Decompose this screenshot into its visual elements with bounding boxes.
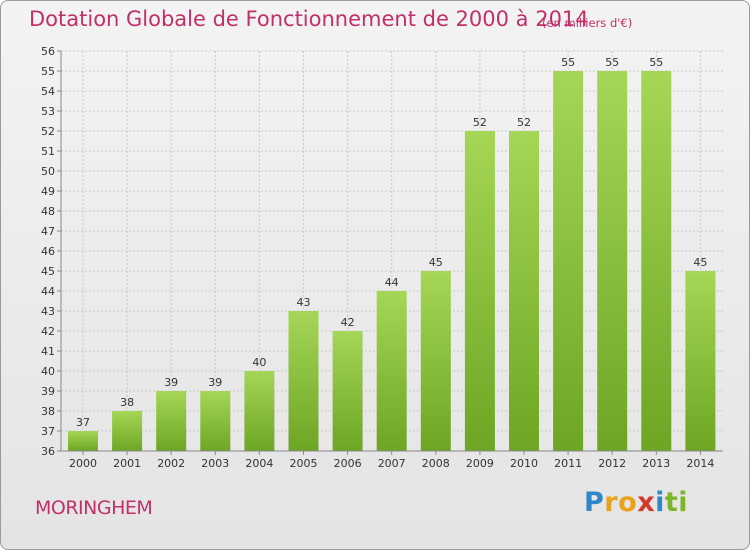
bar-value-label: 52: [517, 116, 531, 129]
y-tick-label: 40: [41, 365, 55, 378]
y-tick-label: 51: [41, 145, 55, 158]
y-tick-label: 38: [41, 405, 55, 418]
bar-value-label: 43: [297, 296, 311, 309]
y-tick-label: 56: [41, 45, 55, 58]
y-tick-label: 37: [41, 425, 55, 438]
bar: [332, 331, 363, 451]
logo-letter: P: [584, 487, 605, 518]
y-tick-label: 46: [41, 245, 55, 258]
bars: 37 38 39 39 40 43 42 44 45 52 52 55 55 55 45: [68, 56, 716, 451]
bar: [200, 391, 231, 451]
bar: [376, 291, 407, 451]
y-tick-label: 39: [41, 385, 55, 398]
x-tick-label: 2007: [378, 457, 406, 470]
chart-title: Dotation Globale de Fonctionnement de 20…: [29, 7, 589, 31]
bar: [685, 271, 716, 451]
y-tick-label: 53: [41, 105, 55, 118]
bar: [553, 71, 584, 451]
bar: [68, 431, 98, 451]
bar: [420, 271, 451, 451]
bar: [244, 371, 275, 451]
x-tick-label: 2013: [642, 457, 670, 470]
bar-value-label: 55: [605, 56, 619, 69]
y-tick-label: 45: [41, 265, 55, 278]
logo-letter: t: [664, 487, 679, 518]
bar-value-label: 39: [164, 376, 178, 389]
bar: [464, 131, 495, 451]
bar: [156, 391, 187, 451]
bar-value-label: 55: [649, 56, 663, 69]
bar: [641, 71, 672, 451]
x-tick-label: 2001: [113, 457, 141, 470]
bar-value-label: 44: [385, 276, 399, 289]
y-tick-label: 50: [41, 165, 55, 178]
bar-value-label: 52: [473, 116, 487, 129]
y-tick-label: 42: [41, 325, 55, 338]
x-tick-label: 2000: [69, 457, 97, 470]
y-tick-label: 52: [41, 125, 55, 138]
x-tick-label: 2004: [245, 457, 273, 470]
commune-name: MORINGHEM: [35, 497, 153, 519]
x-tick-label: 2005: [290, 457, 318, 470]
bar: [112, 411, 143, 451]
bar-value-label: 45: [693, 256, 707, 269]
logo-letter: i: [678, 487, 689, 518]
bar: [597, 71, 628, 451]
bar-value-label: 40: [252, 356, 266, 369]
bar: [509, 131, 539, 451]
x-tick-label: 2003: [201, 457, 229, 470]
y-tick-label: 47: [41, 225, 55, 238]
bar-value-label: 55: [561, 56, 575, 69]
bar-value-label: 45: [429, 256, 443, 269]
x-tick-label: 2009: [466, 457, 494, 470]
x-tick-label: 2011: [554, 457, 582, 470]
y-tick-label: 55: [41, 65, 55, 78]
bar-value-label: 38: [120, 396, 134, 409]
logo-letter: i: [655, 487, 665, 518]
logo-letter: o: [618, 487, 638, 518]
x-tick-label: 2010: [510, 457, 538, 470]
y-tick-label: 43: [41, 305, 55, 318]
x-tick-label: 2012: [598, 457, 626, 470]
bar-value-label: 37: [76, 416, 90, 429]
x-tick-label: 2006: [334, 457, 362, 470]
y-tick-label: 44: [41, 285, 55, 298]
y-tick-label: 49: [41, 185, 55, 198]
x-tick-label: 2008: [422, 457, 450, 470]
proxiti-logo: Proxiti: [584, 487, 688, 518]
chart-subtitle: (en milliers d'€): [542, 16, 633, 30]
bar-value-label: 42: [341, 316, 355, 329]
y-tick-label: 41: [41, 345, 55, 358]
y-tick-label: 54: [41, 85, 55, 98]
logo-letter: x: [637, 487, 656, 518]
y-tick-label: 48: [41, 205, 55, 218]
y-tick-label: 36: [41, 445, 55, 458]
x-tick-label: 2002: [157, 457, 185, 470]
axes: 36 37 38 39 40 41 42 43 44 45 46 47 48 49 50 51 52 53 54 55…: [41, 45, 723, 470]
x-tick-label: 2014: [686, 457, 714, 470]
bar-value-label: 39: [208, 376, 222, 389]
logo-letter: r: [604, 487, 619, 518]
bar: [288, 311, 319, 451]
